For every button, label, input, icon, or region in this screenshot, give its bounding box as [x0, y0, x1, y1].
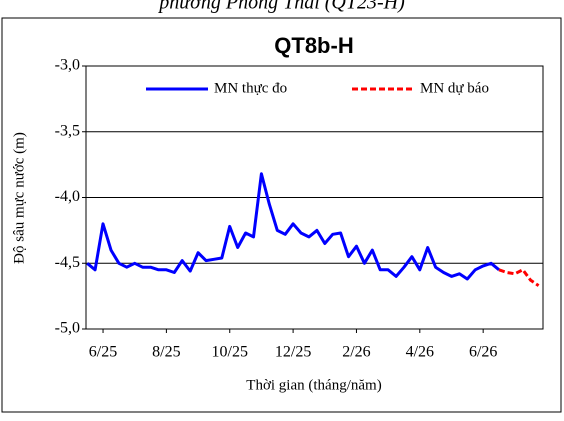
x-tick-label: 12/25	[275, 344, 311, 361]
x-tick-label: 4/26	[406, 344, 434, 361]
y-axis-label: Độ sâu mực nước (m)	[11, 132, 27, 264]
x-tick-label: 6/26	[469, 344, 497, 361]
x-tick-label: 2/26	[342, 344, 370, 361]
chart-border	[1, 17, 562, 413]
x-tick-label: 6/25	[89, 344, 117, 361]
x-axis-label: Thời gian (tháng/năm)	[246, 377, 381, 393]
series-line	[86, 172, 500, 281]
x-tick-label: 8/25	[152, 344, 180, 361]
y-tick-label: -3,0	[55, 57, 80, 74]
legend-label: MN dự báo	[420, 80, 489, 96]
plot-area	[85, 65, 544, 330]
x-tick-label: 10/25	[212, 344, 248, 361]
y-tick-label: -4,5	[55, 254, 80, 271]
y-tick-label: -4,0	[55, 188, 80, 205]
legend-label: MN thực đo	[214, 80, 287, 96]
series-line	[498, 268, 540, 287]
y-tick-label: -3,5	[55, 122, 80, 139]
chart-title: QT8b-H	[274, 33, 353, 58]
heading: phường Phong Thái (QT23-H)	[157, 0, 405, 14]
y-tick-label: -5,0	[55, 320, 80, 337]
